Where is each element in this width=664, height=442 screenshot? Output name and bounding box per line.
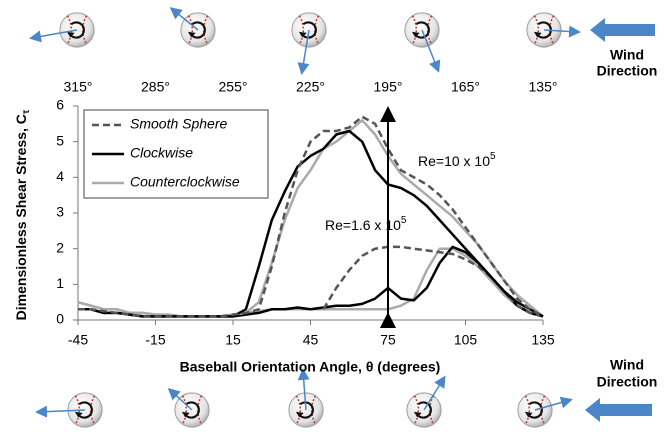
y-tick-label: 5	[56, 132, 64, 148]
x-tick-label: 45	[303, 332, 319, 348]
annotation-superscript: 5	[490, 151, 496, 162]
legend: Smooth Sphere Clockwise Counterclockwise	[92, 116, 240, 190]
y-tick-label: 0	[56, 311, 64, 327]
x-tick-label: 135	[531, 332, 555, 348]
annotation-text: Re=1.6 x 10	[325, 217, 401, 233]
series-line	[78, 115, 544, 318]
x2-tick-label: 225°	[296, 79, 325, 95]
legend-label: Counterclockwise	[130, 174, 240, 190]
y-axis-label: Dimensionless Shear Stress, Cτ	[13, 109, 32, 320]
y-tick-label: 4	[56, 168, 64, 184]
annotation: Re=1.6 x 105	[325, 215, 407, 233]
legend-label: Smooth Sphere	[130, 116, 227, 132]
bottom-balls	[35, 368, 652, 429]
x2-tick-label: 255°	[219, 79, 248, 95]
wind-label: Direction	[597, 63, 658, 79]
x-tick-label: 15	[225, 332, 241, 348]
wind-label: Wind	[610, 357, 644, 373]
wind-label: Direction	[597, 374, 658, 390]
x-axis-label: Baseball Orientation Angle, θ (degrees)	[180, 359, 441, 375]
y-tick-label: 6	[56, 97, 64, 113]
y-axis-label-main: Dimensionless Shear Stress, C	[13, 114, 29, 320]
x-tick-label: 75	[380, 332, 396, 348]
y-tick-label: 3	[56, 204, 64, 220]
annotation-text: Re=10 x 10	[418, 153, 490, 169]
wind-label: Wind	[610, 47, 644, 63]
series-line	[77, 119, 544, 318]
annotation: Re=10 x 105	[418, 151, 496, 169]
x-tick-label: -15	[145, 332, 165, 348]
top-balls	[29, 7, 655, 75]
x2-tick-label: 165°	[451, 79, 480, 95]
x2-tick-label: 135°	[529, 79, 558, 95]
y-tick-label: 2	[56, 239, 64, 255]
x-tick-label: 105	[454, 332, 478, 348]
legend-label: Clockwise	[130, 145, 193, 161]
x2-tick-label: 285°	[141, 79, 170, 95]
x2-tick-label: 315°	[64, 79, 93, 95]
x-tick-label: -45	[68, 332, 88, 348]
annotation-superscript: 5	[401, 215, 407, 226]
y-tick-label: 1	[56, 275, 64, 291]
y-axis-label-subscript: τ	[21, 109, 32, 114]
x2-tick-label: 195°	[374, 79, 403, 95]
